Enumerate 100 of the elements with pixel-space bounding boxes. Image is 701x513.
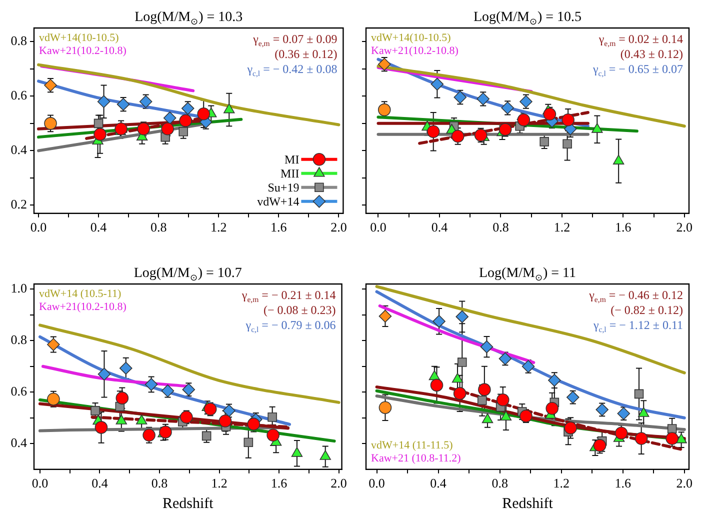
x-tick-label: 0.4: [90, 220, 108, 235]
text: Kaw+21 (10.8-11.2): [371, 452, 462, 464]
point: [456, 310, 469, 324]
point: [634, 432, 648, 445]
y-tick-label: 0.6: [10, 384, 28, 399]
point: [218, 414, 232, 428]
point: [378, 58, 391, 71]
x-tick-label: 1.2: [210, 220, 227, 235]
point: [97, 95, 110, 108]
point: [142, 428, 156, 442]
point: [522, 360, 535, 373]
legend-label: vdW+14: [257, 194, 300, 208]
y-tick-label: 0.4: [10, 142, 28, 158]
point: [116, 98, 130, 111]
point: [161, 384, 174, 398]
x-tick-label: 1.6: [615, 220, 632, 235]
point: [666, 432, 678, 445]
point: [540, 137, 549, 146]
legend-label: Su+19: [268, 180, 300, 194]
y-tick-label: 0.8: [10, 33, 27, 48]
x-tick-label: 2.0: [330, 476, 347, 491]
point: [596, 403, 608, 416]
x-tick-label: 0.8: [492, 220, 509, 235]
y-tick-label: 0.4: [10, 435, 28, 450]
point: [498, 123, 512, 136]
point: [44, 117, 57, 130]
point: [634, 389, 644, 399]
point: [179, 114, 192, 128]
point: [378, 401, 392, 414]
point: [47, 392, 60, 406]
point: [378, 103, 391, 116]
y-tick-label: 1.0: [10, 280, 27, 296]
point: [94, 421, 108, 434]
point: [426, 125, 440, 138]
point: [564, 422, 577, 434]
point: [480, 340, 494, 354]
point: [268, 412, 277, 422]
point: [266, 428, 280, 442]
point: [430, 378, 444, 392]
point: [430, 78, 444, 91]
chart-title: Log(M/M⊙) = 10.7: [134, 266, 242, 282]
chart-title: Log(M/M⊙) = 10.5: [473, 10, 582, 26]
point: [98, 368, 111, 381]
point: [291, 447, 303, 457]
x-tick-label: 0.0: [368, 476, 385, 491]
y-tick-label: 0.8: [10, 332, 27, 348]
point: [452, 372, 464, 383]
point: [47, 338, 60, 351]
point: [136, 414, 148, 424]
line-series: [38, 335, 291, 426]
point: [476, 92, 490, 106]
annotation: (0.36 ± 0.12): [274, 47, 338, 61]
point: [90, 406, 100, 416]
legend-label: MI: [284, 152, 300, 166]
x-axis-title: Redshift: [162, 496, 214, 512]
point: [116, 414, 128, 424]
point: [116, 392, 129, 404]
x-tick-label: 1.6: [270, 220, 288, 235]
point: [114, 122, 128, 136]
x-tick-label: 1.6: [270, 476, 288, 491]
chart-title: Log(M/M⊙) = 10.3: [134, 10, 243, 26]
annotation: (0.43 ± 0.12): [620, 47, 684, 61]
point: [451, 130, 464, 143]
x-tick-label: 1.2: [554, 220, 570, 235]
point: [247, 418, 260, 430]
x-tick-label: 0.0: [370, 220, 386, 235]
point: [562, 113, 574, 126]
point: [543, 108, 556, 121]
point: [119, 362, 132, 375]
point: [144, 378, 158, 391]
text: Kaw+21(10.2-10.8): [39, 301, 127, 313]
point: [517, 113, 530, 126]
line-series: [37, 63, 340, 126]
point: [612, 154, 624, 164]
x-tick-label: 0.8: [151, 476, 168, 491]
point: [94, 118, 104, 128]
point: [453, 387, 466, 400]
point: [320, 450, 331, 460]
x-tick-label: 0.4: [431, 220, 448, 235]
text: vdW+14 (11-11.5): [371, 439, 454, 452]
point: [94, 128, 106, 141]
point: [454, 90, 467, 104]
series-label: vdW+14(10-10.5): [39, 32, 120, 44]
x-tick-label: 0.0: [32, 476, 48, 491]
x-tick-label: 1.6: [614, 476, 632, 491]
y-tick-label: 0.6: [10, 88, 28, 103]
annotation: (− 0.08 ± 0.23): [263, 303, 336, 317]
point: [614, 426, 628, 440]
point: [498, 352, 512, 366]
x-tick-label: 2.0: [676, 476, 693, 491]
point: [432, 314, 446, 328]
y-tick-label: 0.2: [10, 196, 27, 212]
chart-title: Log(M/M⊙) = 11: [478, 266, 576, 282]
point: [378, 310, 392, 323]
point: [638, 407, 650, 417]
point: [178, 126, 188, 136]
point: [520, 410, 532, 422]
point: [478, 383, 491, 396]
x-tick-label: 1.2: [553, 476, 570, 491]
point: [139, 95, 152, 108]
